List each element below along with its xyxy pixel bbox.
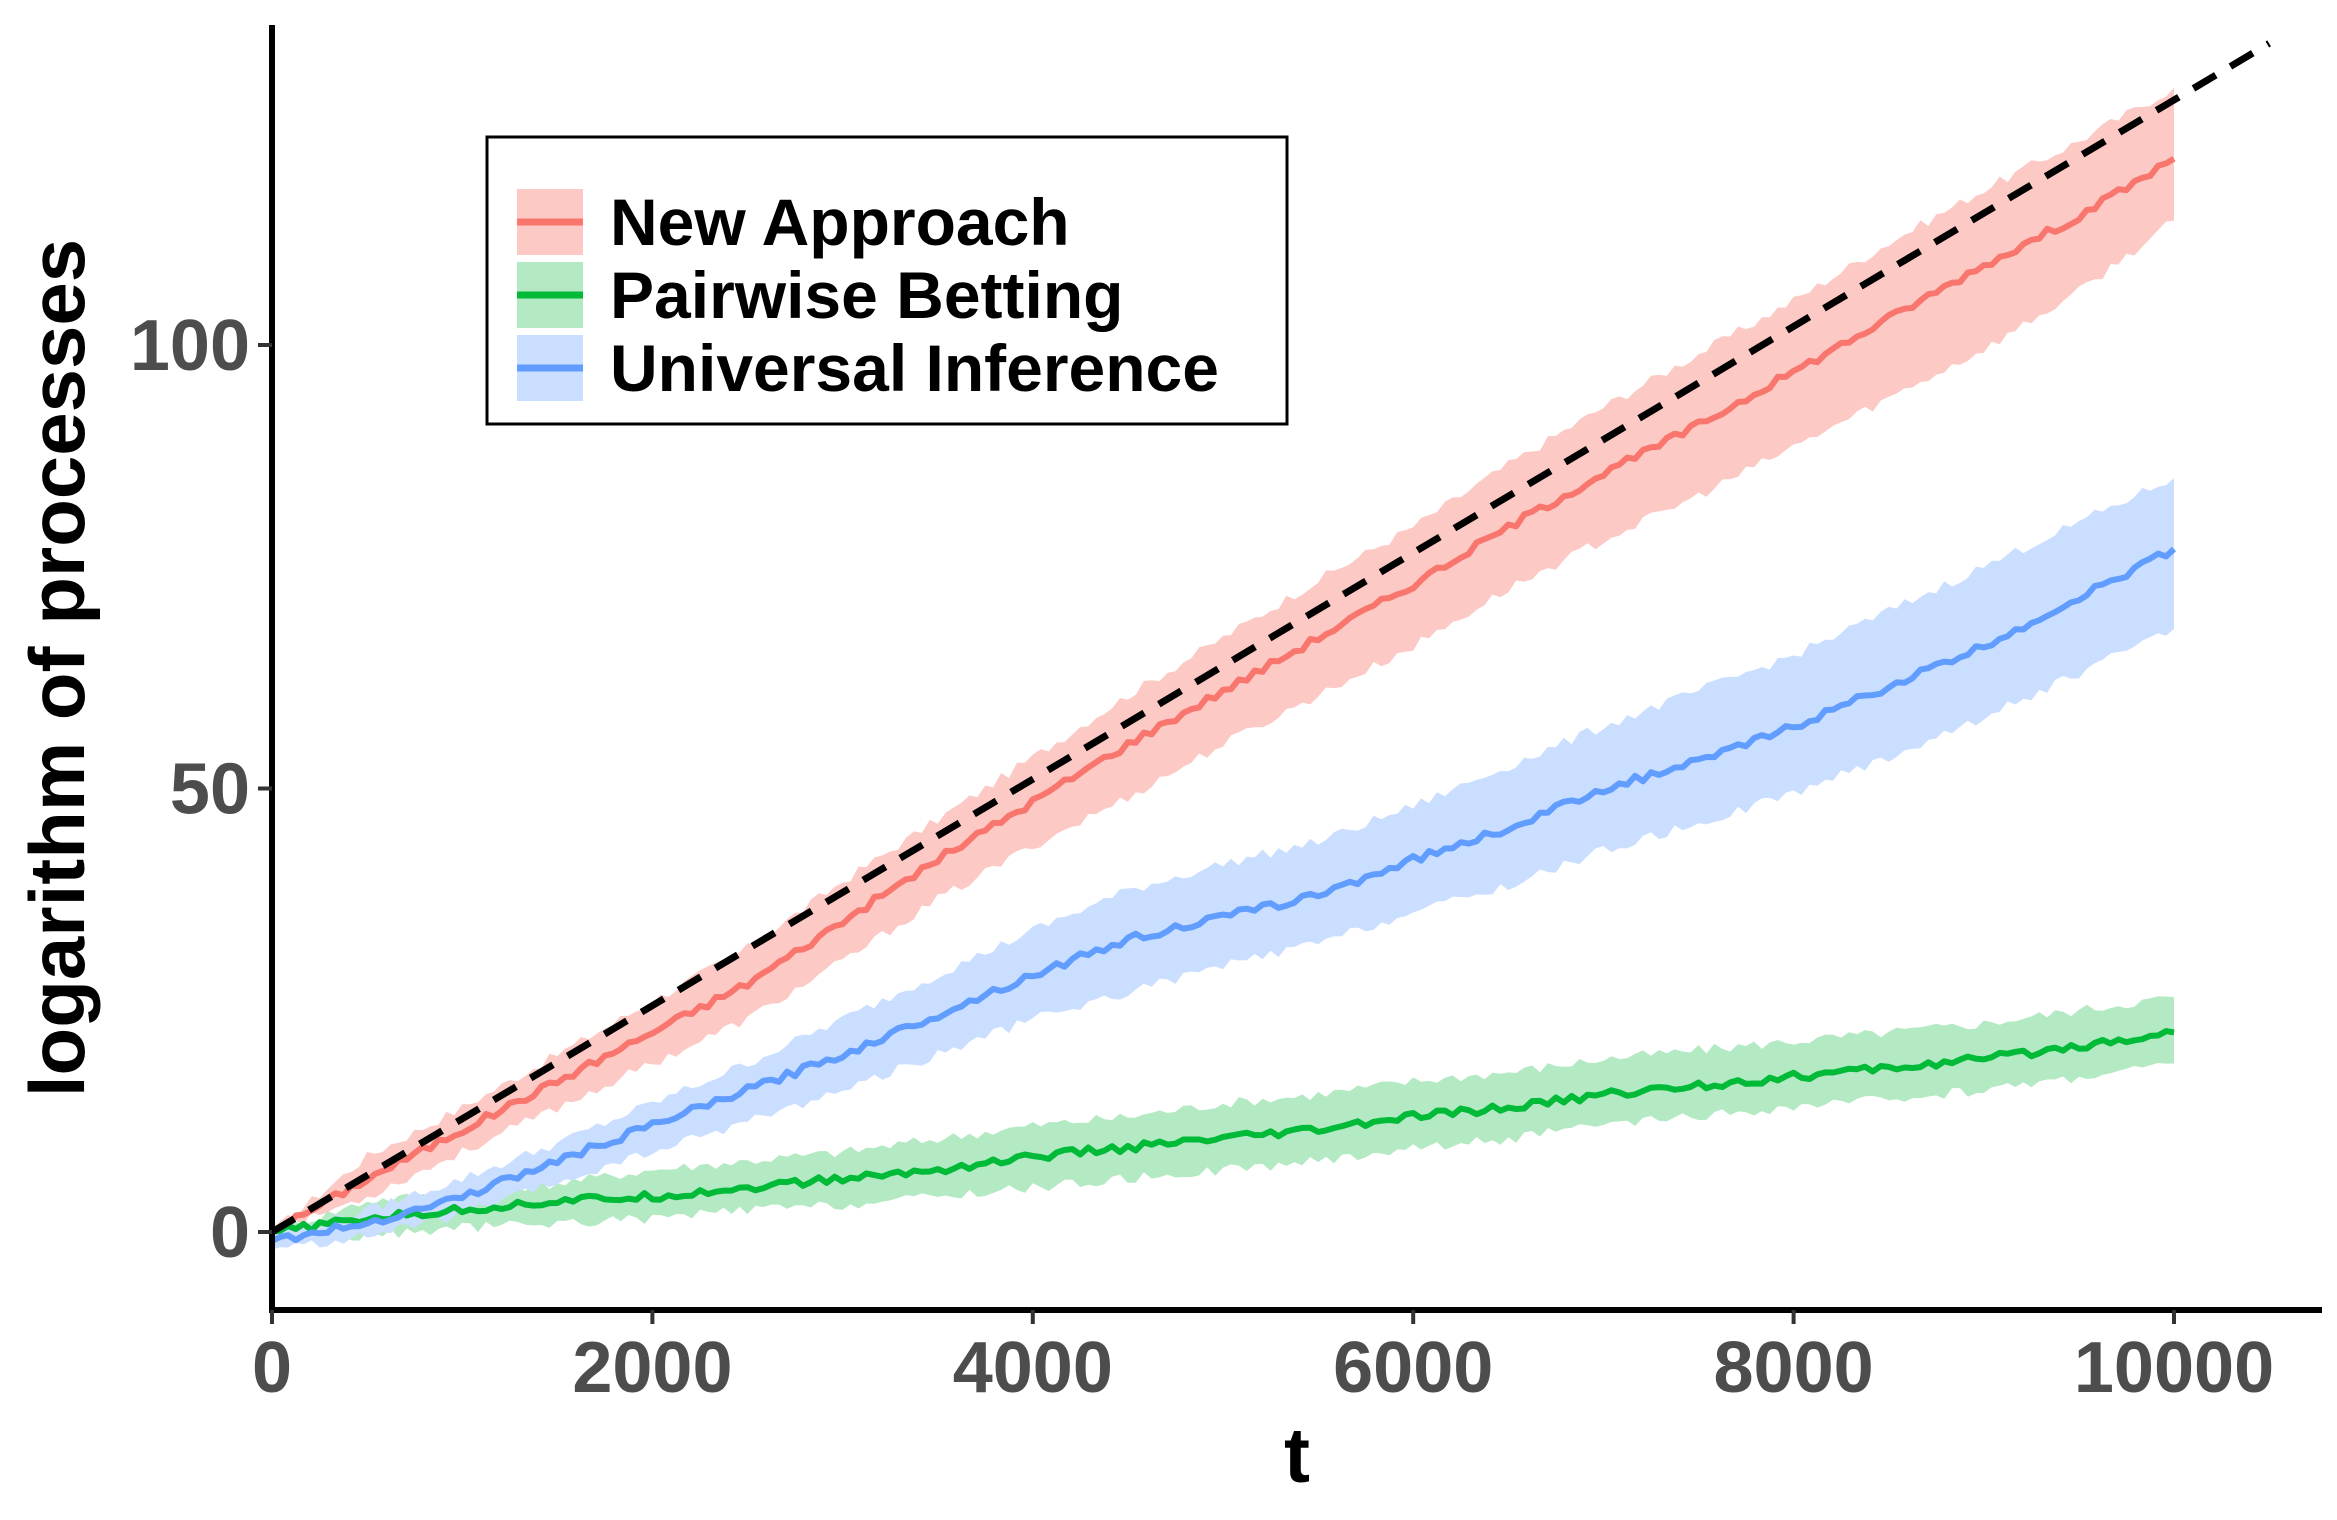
pairwise-betting-line: [272, 1028, 2175, 1235]
universal-inference-legend-label: Universal Inference: [610, 331, 1219, 405]
x-tick-label: 6000: [1333, 1328, 1493, 1408]
y-tick-label: 100: [130, 306, 250, 386]
x-tick-label: 4000: [953, 1328, 1113, 1408]
x-tick-label: 2000: [572, 1328, 732, 1408]
x-tick-label: 10000: [2074, 1328, 2274, 1408]
x-tick-label: 0: [252, 1328, 292, 1408]
confidence-bands: [272, 87, 2174, 1250]
pairwise-betting-legend-label: Pairwise Betting: [610, 258, 1123, 332]
axes: [269, 25, 2322, 1313]
new-approach-line: [272, 156, 2176, 1235]
y-tick-label: 0: [210, 1193, 250, 1273]
x-tick-label: 8000: [1714, 1328, 1874, 1408]
new-approach-legend-label: New Approach: [610, 185, 1070, 259]
y-tick-label: 50: [170, 750, 250, 830]
x-ticks: 0 2000 4000 6000 8000 10000: [252, 1310, 2274, 1408]
series-lines: [272, 156, 2177, 1244]
legend-box: [485, 135, 1289, 426]
reference-dashed-line: [272, 40, 2271, 1236]
universal-inference-line: [272, 546, 2177, 1244]
y-ticks: 0 50 100: [130, 306, 272, 1273]
pairwise-betting-band: [272, 996, 2174, 1241]
y-axis-title: logarithm of processes: [13, 239, 101, 1097]
x-axis-title: t: [1284, 1411, 1310, 1499]
new-approach-band: [272, 87, 2174, 1232]
